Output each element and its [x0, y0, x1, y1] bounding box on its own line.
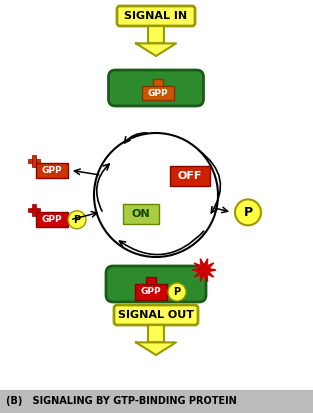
Text: GPP: GPP — [148, 88, 168, 97]
Bar — [122, 204, 158, 223]
Text: SIGNAL IN: SIGNAL IN — [125, 11, 187, 21]
Bar — [36, 163, 68, 178]
FancyBboxPatch shape — [106, 266, 206, 302]
FancyBboxPatch shape — [114, 305, 198, 325]
Text: P: P — [74, 215, 80, 225]
Text: OFF: OFF — [178, 171, 202, 181]
Bar — [0, 390, 313, 413]
Circle shape — [168, 283, 186, 301]
Bar — [32, 155, 36, 167]
Polygon shape — [136, 342, 176, 355]
Bar — [153, 79, 163, 87]
Text: P: P — [244, 206, 253, 219]
Text: (B)   SIGNALING BY GTP-BINDING PROTEIN: (B) SIGNALING BY GTP-BINDING PROTEIN — [6, 396, 237, 406]
FancyBboxPatch shape — [109, 70, 203, 106]
Text: ON: ON — [131, 209, 150, 218]
Bar — [148, 26, 164, 43]
Circle shape — [94, 133, 218, 257]
Bar — [146, 277, 156, 285]
Polygon shape — [136, 43, 176, 56]
Bar — [32, 204, 36, 216]
FancyBboxPatch shape — [117, 6, 195, 26]
Bar — [142, 86, 174, 100]
Circle shape — [68, 211, 86, 229]
Bar — [135, 284, 167, 300]
Text: GPP: GPP — [42, 166, 62, 175]
Polygon shape — [192, 259, 216, 281]
Circle shape — [235, 199, 261, 225]
Bar — [28, 159, 40, 163]
Text: P: P — [173, 287, 181, 297]
Bar — [148, 325, 164, 342]
Bar — [36, 212, 68, 227]
Bar — [170, 166, 210, 186]
Bar — [28, 208, 40, 212]
Text: GPP: GPP — [141, 287, 161, 297]
Text: SIGNAL OUT: SIGNAL OUT — [118, 310, 194, 320]
Text: GPP: GPP — [42, 215, 62, 224]
